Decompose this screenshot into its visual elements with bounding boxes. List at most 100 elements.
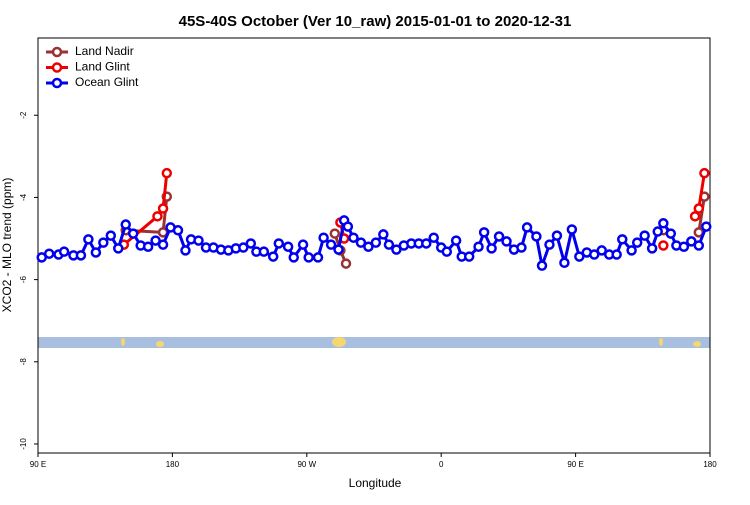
data-point [559,257,570,269]
data-point [312,252,324,263]
data-point [617,234,628,245]
data-point [282,241,294,252]
data-point [157,203,169,214]
legend-marker [51,77,63,89]
data-point [113,243,124,254]
data-point [378,229,389,240]
legend-marker [51,62,63,73]
data-point [288,252,299,263]
data-point [161,167,173,179]
data-point [639,230,650,241]
data-point [428,232,439,243]
data-point [701,221,712,232]
data-point [658,218,669,229]
data-point [325,239,337,250]
data-point [370,237,382,248]
chart-title: 45S-40S October (Ver 10_raw) 2015-01-01 … [179,13,572,30]
data-point [58,246,70,257]
data-point [574,251,585,262]
data-point [501,236,512,247]
data-point [329,228,341,239]
x-tick-label: 180 [703,460,717,469]
data-point [43,248,55,259]
data-point [463,251,475,262]
data-point [245,238,257,249]
data-point [658,240,669,251]
data-point [267,251,279,262]
data-point [348,232,359,243]
data-point [589,249,600,260]
data-point [473,241,484,252]
y-tick-label: -2 [19,111,28,119]
data-point [493,231,505,242]
x-axis-label: Longitude [349,476,402,490]
data-point [391,244,402,255]
y-tick-label: -6 [19,276,28,284]
data-point [646,243,658,254]
y-tick-label: -4 [19,193,28,201]
data-point [450,235,462,246]
data-point [193,235,204,246]
data-point [127,228,139,239]
data-point [98,237,109,248]
map-strip [38,337,710,348]
data-point [340,258,352,269]
data-point [665,228,677,239]
data-point [566,224,578,235]
data-point [693,203,705,214]
data-point [536,260,548,271]
data-point [297,239,309,250]
series [36,215,712,271]
data-point [150,235,161,246]
data-point [544,239,555,250]
data-point [686,236,697,247]
data-point [180,245,191,256]
y-axis-label: XCO2 - MLO trend (ppm) [0,178,14,313]
x-tick-label: 0 [439,460,444,469]
legend-label: Land Nadir [75,44,134,58]
y-tick-label: -10 [19,438,28,450]
data-point [172,225,184,236]
data-point [516,242,527,253]
data-point [531,231,542,242]
plot-frame [37,37,711,454]
data-point [689,211,701,222]
data-point [75,250,87,261]
data-point [303,252,314,263]
legend-marker [51,46,63,58]
data-point [333,244,344,255]
data-point [551,230,563,241]
x-tick-label: 90 W [297,460,316,469]
data-point [383,239,395,250]
data-point [693,240,705,251]
data-point [142,241,154,252]
data-point [596,245,607,256]
data-point [678,241,690,252]
data-point [611,249,622,260]
data-point [83,234,94,245]
data-point [699,167,710,179]
data-point [120,219,131,230]
data-point [342,221,354,232]
data-point [90,247,102,258]
data-point [258,246,270,257]
data-point [421,238,432,249]
data-point [318,232,329,243]
data-point [626,245,637,256]
data-point [441,246,453,257]
y-tick-label: -8 [19,358,28,366]
data-point [652,226,663,237]
x-tick-label: 90 E [567,460,583,469]
data-point [157,239,169,250]
data-point [631,237,643,248]
data-point [238,242,249,253]
data-point [273,238,285,249]
data-point [105,230,117,241]
legend-label: Ocean Glint [75,75,139,89]
legend-label: Land Glint [75,60,130,74]
data-point [478,227,490,238]
data-point [486,243,497,254]
